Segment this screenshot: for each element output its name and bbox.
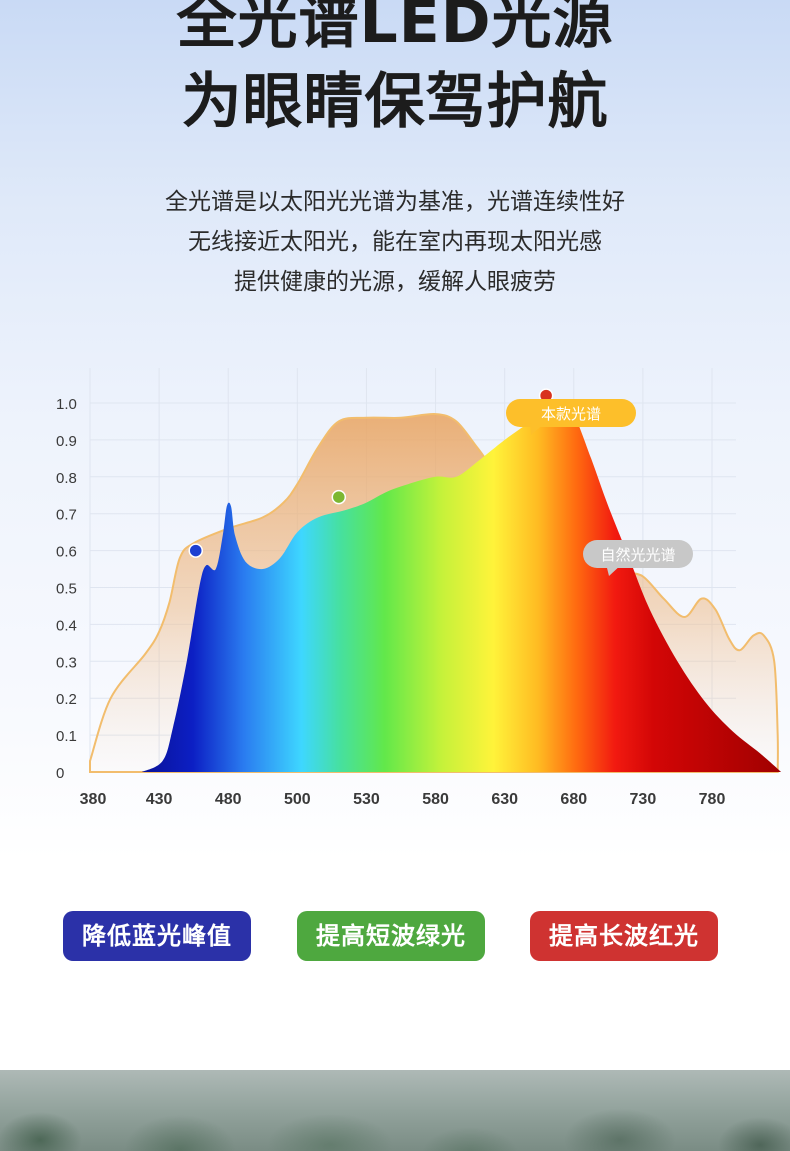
callout-product: 本款光谱	[506, 399, 636, 435]
description-line-3: 提供健康的光源，缓解人眼疲劳	[234, 269, 556, 295]
page-title-line1: 全光谱LED光源	[176, 0, 614, 57]
y-tick-label: 0	[56, 765, 64, 782]
x-tick-label: 500	[284, 791, 311, 808]
x-tick-label: 680	[560, 791, 587, 808]
callout-natural-label: 自然光光谱	[600, 546, 675, 564]
data-marker	[331, 489, 347, 505]
data-marker	[188, 543, 203, 558]
page-title-line2: 为眼睛保驾护航	[181, 67, 609, 137]
badge-boost-long-red: 提高长波红光	[530, 911, 718, 961]
y-tick-label: 0.7	[56, 507, 77, 524]
badge-boost-short-green: 提高短波绿光	[297, 911, 485, 961]
callout-product-label: 本款光谱	[541, 405, 601, 423]
product-spectrum-area	[141, 406, 782, 772]
callout-product-bg	[506, 399, 636, 427]
badge-reduce-blue-peak: 降低蓝光峰值	[63, 911, 251, 961]
description-line-2: 无线接近太阳光，能在室内再现太阳光感	[188, 229, 602, 255]
x-tick-label: 780	[699, 791, 726, 808]
y-axis-ticks: 0 0.1 0.2 0.3 0.4 0.5 0.6 0.7 0.8 0.9 1.0	[56, 396, 77, 782]
y-tick-label: 0.2	[56, 691, 77, 708]
x-tick-label: 430	[146, 791, 173, 808]
spectrum-chart: 0 0.1 0.2 0.3 0.4 0.5 0.6 0.7 0.8 0.9 1.0 380 430 48…	[56, 368, 782, 808]
description-line-1: 全光谱是以太阳光光谱为基准，光谱连续性好	[165, 189, 625, 215]
x-tick-label: 730	[630, 791, 657, 808]
y-tick-label: 0.8	[56, 470, 77, 487]
x-tick-label: 530	[353, 791, 380, 808]
x-tick-label: 580	[422, 791, 449, 808]
callout-natural: 自然光光谱	[583, 540, 693, 576]
x-tick-label: 380	[80, 791, 107, 808]
y-tick-label: 0.9	[56, 433, 77, 450]
data-markers	[188, 388, 554, 558]
y-tick-label: 0.6	[56, 544, 77, 561]
y-tick-label: 0.3	[56, 654, 77, 671]
x-axis-ticks: 380 430 480 500 530 580 630 680 730 780	[80, 791, 726, 808]
y-tick-label: 0.4	[56, 617, 77, 634]
callout-natural-bg	[583, 540, 693, 568]
x-tick-label: 630	[491, 791, 518, 808]
y-tick-label: 0.1	[56, 728, 77, 745]
forest-background-image	[0, 1070, 790, 1151]
x-tick-label: 480	[215, 791, 242, 808]
callout-product-tail	[530, 423, 545, 435]
y-tick-label: 1.0	[56, 396, 77, 413]
callout-natural-tail	[606, 564, 622, 576]
y-tick-label: 0.5	[56, 581, 77, 598]
